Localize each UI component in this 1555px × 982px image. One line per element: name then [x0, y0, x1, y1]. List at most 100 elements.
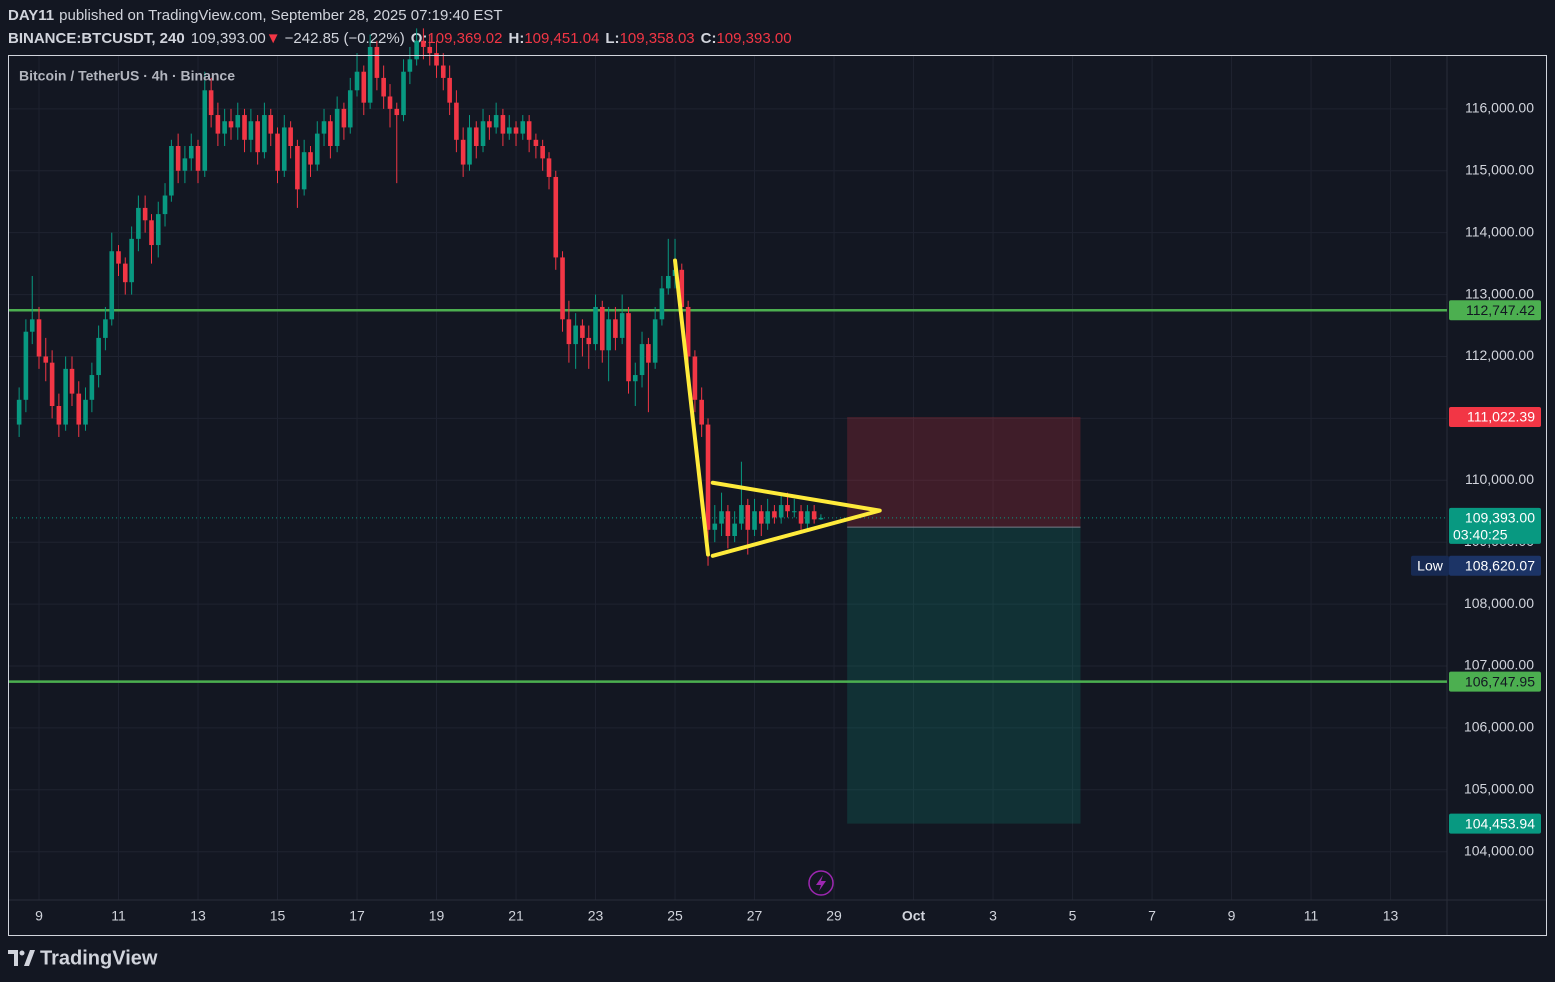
candle-body: [593, 306, 598, 345]
ohlc-key: L:: [605, 30, 619, 47]
candle-body: [162, 195, 168, 215]
candle-body: [712, 523, 718, 530]
candle-body: [288, 127, 293, 146]
ohlc-value: 109,451.04: [524, 30, 599, 47]
candle-body: [778, 505, 784, 518]
drawing: [710, 480, 882, 558]
candle-body: [765, 511, 770, 524]
candle-body: [228, 121, 234, 128]
candle-body: [262, 115, 267, 153]
y-tick-label: 113,000.00: [1465, 285, 1534, 301]
x-tick-label: 13: [1383, 908, 1399, 924]
candle-body: [136, 207, 141, 239]
candle-body: [401, 71, 406, 116]
candle-body: [122, 263, 128, 283]
y-tick-label: 112,000.00: [1465, 347, 1534, 363]
change-arrow: ▼: [266, 30, 281, 47]
published: published on TradingView.com, September …: [59, 7, 502, 24]
candle-body: [473, 127, 479, 146]
candle-body: [613, 319, 618, 338]
low-label: 108,620.07: [1465, 557, 1535, 573]
candle-body: [758, 511, 764, 524]
candle-body: [632, 375, 638, 382]
logo-part: [19, 950, 25, 956]
x-tick-label: 21: [508, 908, 524, 924]
candle-body: [43, 356, 49, 363]
candle-body: [652, 319, 658, 363]
frame: [8, 55, 1547, 936]
candle-body: [222, 121, 227, 134]
candle-body: [506, 127, 512, 134]
level-box: [1449, 671, 1541, 692]
candle-body: [785, 505, 790, 512]
stop-zone: [847, 416, 1081, 528]
candle-body: [394, 108, 400, 116]
candle-body: [248, 121, 254, 140]
candle-body: [725, 511, 731, 536]
candle-body: [83, 399, 88, 425]
low-name: Low: [1417, 557, 1444, 573]
level-label: 106,747.95: [1465, 673, 1535, 689]
last: 109,393.00: [191, 30, 266, 47]
ohlc-value: 109,369.02: [427, 30, 502, 47]
candle-body: [573, 325, 578, 345]
candle-body: [49, 362, 55, 406]
candle-body: [89, 375, 95, 400]
candle-body: [76, 393, 82, 425]
candle-body: [182, 158, 188, 171]
stop-box: [1449, 406, 1541, 427]
x-tick-label: 11: [1304, 908, 1319, 924]
candle-body: [586, 337, 592, 345]
candle-body: [215, 115, 221, 134]
candle-body: [454, 102, 459, 140]
brand-logo: [8, 950, 35, 966]
candle-body: [69, 368, 75, 394]
y-tick-label: 108,000.00: [1464, 595, 1534, 611]
candle-body: [116, 251, 121, 264]
candle-body: [314, 133, 320, 165]
ohlc-key: C:: [701, 30, 717, 47]
candle-body: [493, 115, 499, 128]
candle-body: [811, 511, 817, 520]
low-box: [1449, 555, 1541, 576]
x-tick-label: 25: [667, 908, 683, 924]
candle-body: [354, 71, 360, 91]
ohlc-key: H:: [508, 30, 524, 47]
plot: 9 11 13 15 17 19 21 23 25 27 29 Oct 3 5 7 9 11 13 104,000.…: [8, 28, 1547, 935]
candle-body: [480, 121, 486, 146]
candle-body: [752, 511, 757, 530]
x-tick-label: Oct: [902, 908, 926, 924]
candle-body: [580, 325, 585, 338]
level-box: [1449, 300, 1541, 321]
candle-body: [739, 505, 744, 524]
candle-body: [29, 319, 35, 332]
candle-body: [772, 511, 777, 518]
candle-body: [566, 319, 572, 345]
candle-body: [268, 115, 274, 134]
candle-body: [142, 207, 148, 221]
candle-body: [202, 90, 208, 171]
candle-body: [818, 517, 824, 520]
candle-body: [23, 331, 29, 400]
y-tick-label: 114,000.00: [1465, 223, 1534, 239]
ohlc-value: 109,393.00: [716, 30, 791, 47]
candle-body: [308, 152, 313, 165]
candle-body: [414, 40, 419, 60]
candle-body: [334, 108, 340, 146]
candle-body: [347, 90, 353, 128]
y-tick-label: 107,000.00: [1464, 657, 1534, 673]
candle-body: [520, 121, 526, 134]
candle-body: [295, 146, 300, 190]
y-tick-label: 110,000.00: [1465, 471, 1534, 487]
event-bolt: [816, 875, 826, 891]
candle-body: [460, 139, 466, 165]
event-icon[interactable]: [808, 870, 834, 896]
x-tick-label: 15: [270, 908, 286, 924]
candle-body: [719, 511, 724, 524]
stop-label: 111,022.39: [1467, 409, 1535, 425]
candle-body: [526, 121, 532, 140]
level-label: 112,747.42: [1466, 302, 1535, 318]
candle-body: [805, 511, 810, 524]
low-name-box: [1411, 555, 1449, 576]
candle-body: [705, 424, 711, 530]
